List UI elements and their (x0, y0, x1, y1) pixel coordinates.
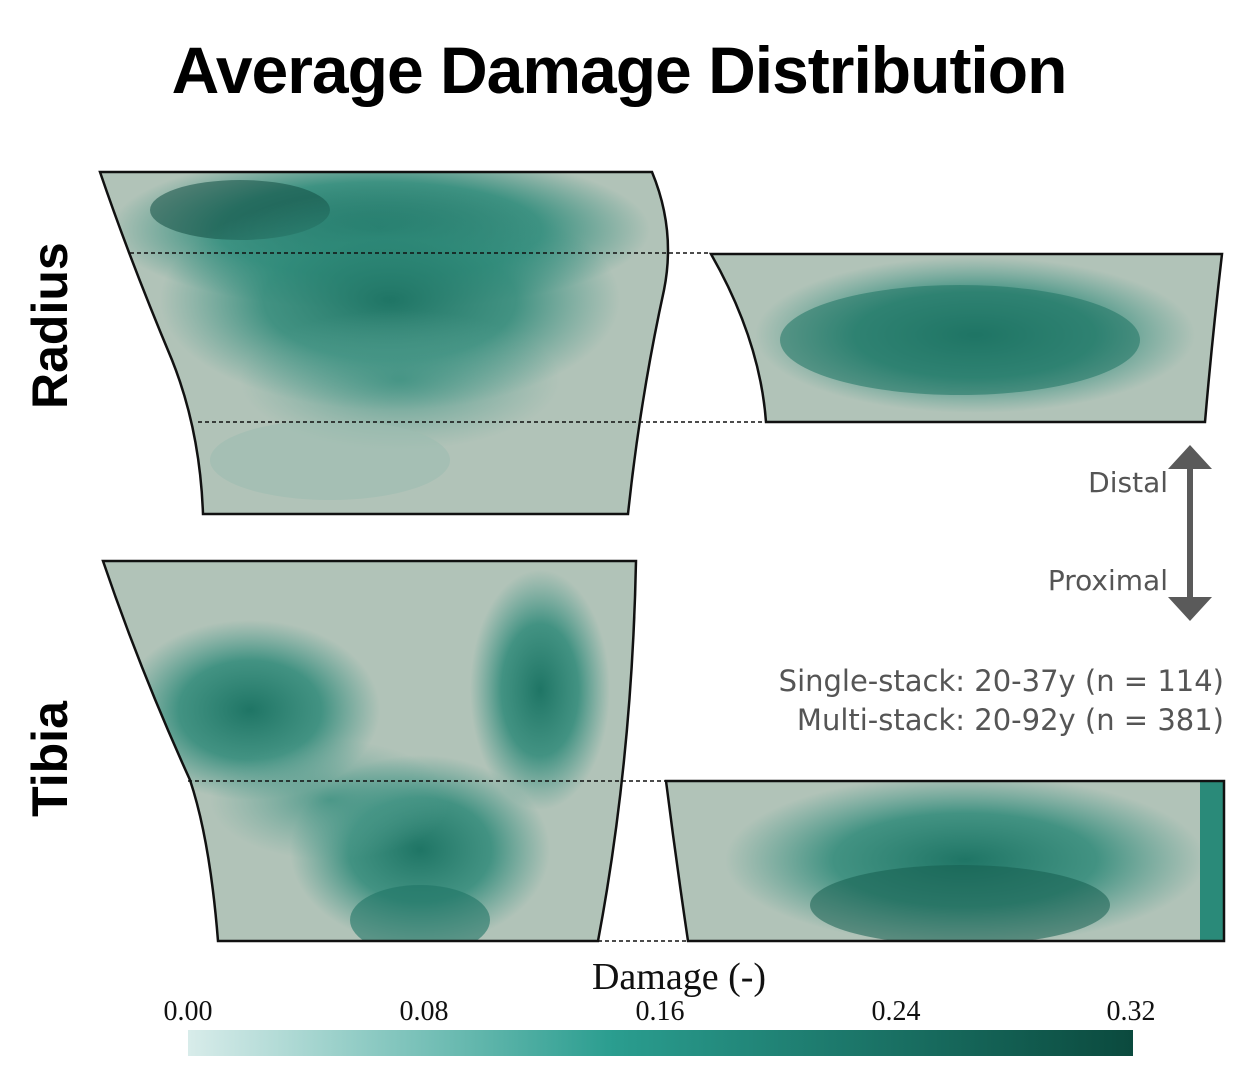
tibia-right-section (666, 781, 1224, 941)
colorbar-tick-3: 0.24 (871, 996, 921, 1027)
figure-title: Average Damage Distribution (171, 33, 1068, 107)
proximal-label: Proximal (1047, 564, 1168, 597)
colorbar-tick-0: 0.00 (163, 996, 213, 1027)
distal-label: Distal (1088, 466, 1168, 499)
multi-stack-legend: Multi-stack: 20-92y (n = 381) (796, 703, 1224, 737)
direction-arrow (1168, 445, 1212, 621)
colorbar-tick-4: 0.32 (1106, 996, 1156, 1027)
colorbar-tick-2: 0.16 (635, 996, 685, 1027)
colorbar-title: Damage (-) (591, 956, 767, 998)
radius-left-section (100, 172, 668, 514)
tibia-left-section (103, 561, 636, 941)
colorbar-gradient (188, 1030, 1133, 1056)
colorbar-tick-1: 0.08 (399, 996, 449, 1027)
radius-right-section (711, 254, 1222, 422)
single-stack-legend: Single-stack: 20-37y (n = 114) (778, 664, 1224, 698)
